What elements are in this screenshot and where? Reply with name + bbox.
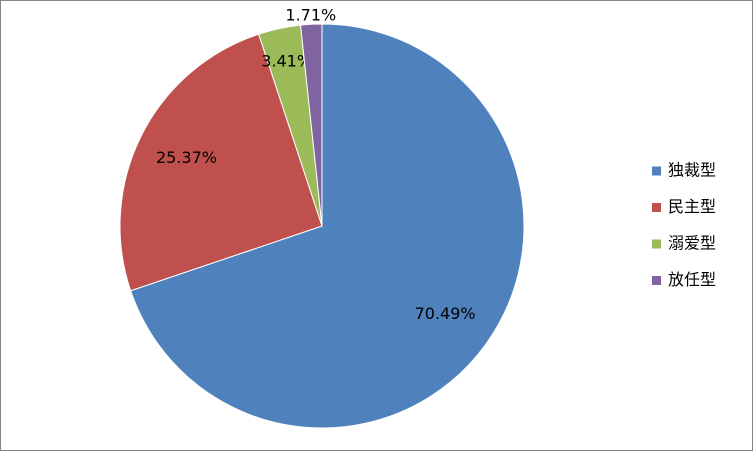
legend-swatch (652, 239, 661, 249)
legend-swatch (652, 166, 661, 176)
legend-label: 溺爱型 (668, 234, 716, 253)
legend-label: 独裁型 (668, 161, 716, 180)
data-label: 25.37% (156, 148, 217, 167)
data-label: 3.41% (261, 52, 312, 71)
pie-slice (130, 23, 525, 429)
data-label: 1.71% (285, 6, 336, 25)
pie-slice (299, 23, 323, 227)
legend-swatch (652, 203, 661, 212)
data-label: 70.49% (415, 304, 476, 323)
legend-label: 放任型 (668, 270, 716, 289)
legend-swatch (652, 276, 661, 285)
legend-label: 民主型 (668, 197, 716, 216)
pie-slice (119, 33, 323, 292)
